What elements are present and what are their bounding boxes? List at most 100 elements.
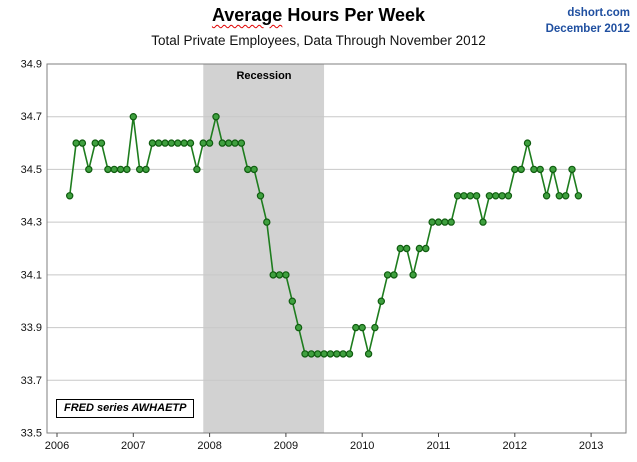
- title-word-average: Average: [211, 5, 283, 25]
- data-point-marker: [78, 139, 87, 147]
- data-point-marker: [288, 297, 296, 305]
- data-point-marker: [409, 271, 417, 279]
- gridlines: [47, 116, 626, 381]
- data-point-marker: [135, 165, 144, 174]
- data-point-marker: [250, 165, 258, 174]
- data-point-marker: [199, 139, 207, 147]
- data-point-marker: [345, 350, 354, 358]
- source-date: December 2012: [545, 22, 630, 35]
- data-point-marker: [358, 323, 366, 332]
- data-point-marker: [104, 165, 112, 174]
- data-point-marker: [193, 165, 201, 174]
- data-point-marker: [161, 139, 169, 147]
- series-label-box: FRED series AWHAETP: [56, 399, 195, 418]
- data-point-marker: [504, 192, 513, 200]
- data-point-marker: [116, 165, 125, 174]
- data-point-marker: [65, 192, 74, 200]
- chart-subtitle: Total Private Employees, Data Through No…: [151, 33, 486, 48]
- y-tick-label: 33.7: [21, 375, 42, 387]
- data-point-marker: [530, 165, 538, 174]
- data-point-marker: [180, 139, 188, 147]
- data-point-marker: [123, 165, 131, 174]
- x-tick-label: 2008: [197, 440, 221, 452]
- data-point-marker: [390, 271, 398, 279]
- x-tick-label: 2009: [274, 440, 298, 452]
- data-point-marker: [339, 350, 347, 358]
- data-point-marker: [415, 244, 424, 253]
- x-tick-label: 2010: [350, 440, 374, 452]
- data-point-marker: [479, 218, 487, 226]
- data-point-marker: [174, 139, 182, 147]
- y-tick-label: 34.1: [21, 269, 42, 281]
- y-tick-label: 34.9: [21, 59, 42, 71]
- data-point-marker: [212, 112, 220, 121]
- data-point-marker: [148, 139, 157, 147]
- data-point-markers: [65, 112, 583, 358]
- data-point-marker: [91, 139, 99, 147]
- data-point-marker: [326, 350, 335, 358]
- data-point-marker: [396, 244, 404, 253]
- x-tick-label: 2007: [121, 440, 145, 452]
- data-point-marker: [568, 165, 576, 174]
- data-point-marker: [314, 350, 322, 358]
- x-tick-label: 2011: [427, 440, 451, 452]
- data-point-marker: [403, 244, 411, 253]
- data-point-marker: [523, 139, 532, 147]
- page-title: Average Hours Per Week: [0, 5, 637, 26]
- data-point-marker: [282, 271, 290, 279]
- data-point-marker: [85, 165, 93, 174]
- data-point-marker: [352, 323, 360, 332]
- data-point-marker: [536, 165, 544, 174]
- data-point-marker: [294, 323, 303, 332]
- data-point-marker: [485, 192, 494, 200]
- recession-band: [203, 64, 325, 433]
- data-point-marker: [549, 165, 557, 174]
- data-point-marker: [72, 139, 80, 147]
- data-point-marker: [320, 350, 328, 358]
- data-point-marker: [97, 139, 106, 147]
- data-point-marker: [205, 139, 214, 147]
- data-point-marker: [371, 323, 379, 332]
- data-point-marker: [237, 139, 246, 147]
- data-point-marker: [142, 165, 150, 174]
- y-tick-label: 33.5: [21, 428, 42, 440]
- title-rest: Hours Per Week: [282, 5, 426, 25]
- x-axis-labels: 2006 2007 2008 2009 2010 2011 2012 2013: [45, 433, 603, 452]
- data-point-marker: [377, 297, 385, 305]
- data-point-marker: [542, 192, 551, 200]
- data-point-marker: [275, 271, 284, 279]
- source-site-link[interactable]: dshort.com: [567, 7, 630, 19]
- data-point-marker: [555, 192, 564, 200]
- data-point-marker: [574, 192, 583, 200]
- data-point-marker: [244, 165, 252, 174]
- data-point-marker: [492, 192, 500, 200]
- x-tick-label: 2006: [45, 440, 69, 452]
- x-tick-label: 2013: [579, 440, 603, 452]
- data-point-marker: [517, 165, 525, 174]
- data-point-marker: [453, 192, 462, 200]
- plot-border: [46, 63, 627, 434]
- source-block: dshort.com December 2012: [546, 6, 630, 37]
- data-point-marker: [154, 139, 163, 147]
- data-point-marker: [460, 192, 468, 200]
- data-point-marker: [422, 244, 430, 253]
- data-point-marker: [383, 271, 392, 279]
- y-axis-labels: 33.5 33.7 33.9 34.1 34.3 34.5 34.7 34.9: [21, 59, 42, 440]
- data-point-marker: [364, 350, 373, 358]
- data-point-marker: [301, 350, 309, 358]
- data-point-marker: [110, 165, 118, 174]
- data-point-marker: [447, 218, 455, 226]
- y-tick-label: 34.7: [21, 111, 42, 123]
- x-tick-label: 2012: [503, 440, 527, 452]
- data-point-marker: [428, 218, 436, 226]
- data-point-marker: [562, 192, 570, 200]
- y-tick-label: 33.9: [21, 322, 42, 334]
- recession-label: Recession: [236, 70, 292, 82]
- data-point-marker: [511, 165, 519, 174]
- data-point-marker: [466, 192, 474, 200]
- data-point-marker: [269, 271, 277, 279]
- data-point-marker: [231, 139, 239, 147]
- data-point-marker: [256, 192, 265, 200]
